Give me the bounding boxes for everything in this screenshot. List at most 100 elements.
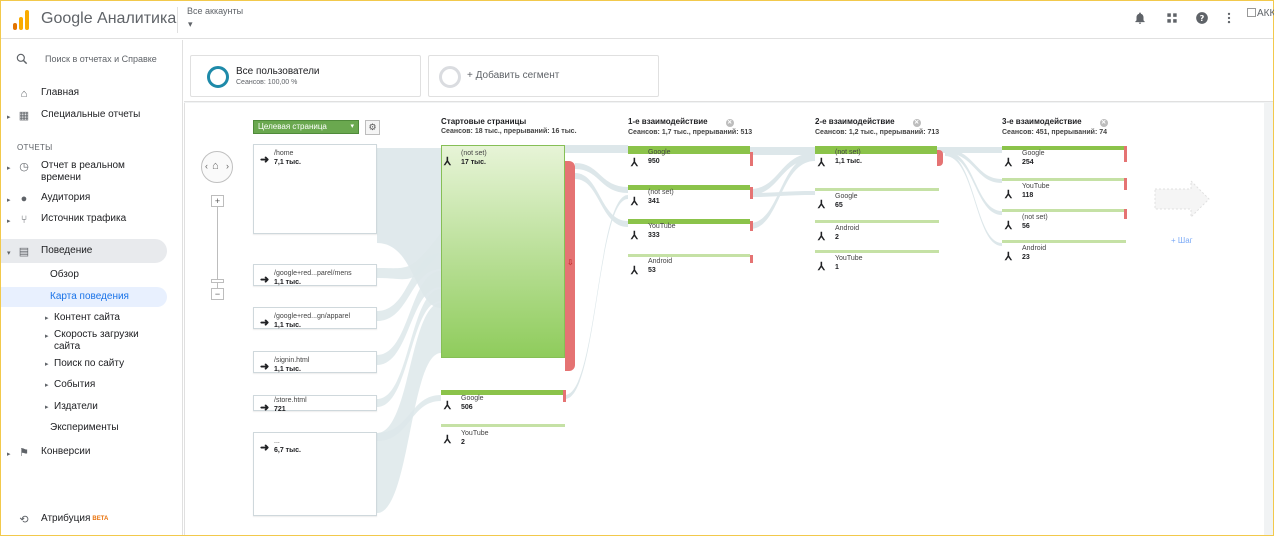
interaction-node[interactable]: ⅄ Google 65 [815, 188, 939, 214]
sidebar-sub-site-content[interactable]: ▸ Контент сайта [45, 312, 120, 323]
account-selector-label[interactable]: Все аккаунты [187, 6, 244, 16]
hierarchy-icon: ⅄ [631, 196, 638, 208]
pan-left-icon[interactable]: ‹ [205, 161, 208, 171]
interaction-node[interactable]: ⅄ Android 23 [1002, 240, 1126, 266]
start-node[interactable]: ⅄ (not set) 17 тыс. [441, 145, 565, 358]
hierarchy-icon: ⅄ [631, 230, 638, 242]
sidebar-sub-publishers[interactable]: ▸ Издатели [45, 401, 98, 412]
zoom-in-button[interactable]: + [211, 195, 224, 207]
drop-off-bar [1124, 209, 1127, 219]
segment-title: Все пользователи [236, 66, 320, 77]
hierarchy-icon: ⅄ [1005, 220, 1012, 232]
person-icon: ● [20, 193, 28, 205]
hierarchy-icon: ⅄ [631, 265, 638, 277]
sidebar-sub-site-speed[interactable]: ▸ Скорость загрузки сайта [45, 329, 139, 352]
dimension-select[interactable]: Целевая страница ▾ [253, 120, 359, 134]
more-vert-icon[interactable] [1221, 11, 1237, 27]
drop-off-bar[interactable] [565, 161, 575, 371]
close-icon[interactable]: ✕ [1099, 119, 1108, 127]
zoom-handle[interactable] [211, 279, 224, 283]
interaction-node[interactable]: ⅄ Android 2 [815, 220, 939, 246]
landing-page-node[interactable]: ➜ /home 7,1 тыс. [253, 144, 377, 234]
behavior-flow-canvas[interactable]: Целевая страница ▾ ⚙ ‹ ⌂ › + − Стартовые … [184, 103, 1264, 535]
gear-icon[interactable]: ⚙ [365, 120, 380, 135]
interaction-node[interactable]: ⅄ Google 254 [1002, 146, 1127, 172]
apps-grid-icon[interactable] [1164, 11, 1180, 27]
segment-ring-icon [207, 66, 229, 88]
drop-off-bar [750, 255, 753, 263]
flag-icon: ⚑ [19, 447, 29, 459]
landing-page-node[interactable]: ➜ ... 6,7 тыс. [253, 432, 377, 516]
interaction-node[interactable]: ⅄ (not set) 1,1 тыс. [815, 146, 943, 172]
interaction-node[interactable]: ⅄ YouTube 1 [815, 250, 939, 276]
node-bar [815, 250, 939, 253]
column-header-step1: 1-е взаимодействие ✕ Сеансов: 1,7 тыс., п… [628, 117, 753, 136]
start-node[interactable]: ⅄ Google 506 [441, 390, 566, 420]
behavior-icon: ▤ [18, 246, 30, 258]
drop-off-bar [1124, 178, 1127, 190]
beta-badge: BETA [92, 516, 109, 522]
node-bar [628, 146, 750, 154]
interaction-node[interactable]: ⅄ Google 950 [628, 146, 753, 172]
hierarchy-icon: ⅄ [818, 261, 825, 273]
add-step-button[interactable]: + Шаг [1171, 236, 1193, 245]
attribution-icon: ⟲ [19, 514, 29, 526]
drop-off-bar [750, 221, 753, 231]
interaction-node[interactable]: ⅄ (not set) 341 [628, 185, 753, 211]
analytics-logo-icon[interactable] [13, 10, 31, 30]
expand-arrow-icon: ▸ [7, 165, 11, 172]
start-node-bar [441, 145, 565, 358]
sidebar: Поиск в отчетах и Справке ⌂ Главная ▸ ▦ … [1, 40, 183, 535]
landing-page-node[interactable]: ➜ /signin.html 1,1 тыс. [253, 351, 377, 373]
expand-arrow-icon: ▸ [7, 197, 11, 204]
sidebar-sub-behavior-flow[interactable]: Карта поведения [50, 291, 129, 302]
add-segment-button[interactable]: + Добавить сегмент [428, 55, 659, 97]
sidebar-sub-experiments[interactable]: Эксперименты [50, 422, 119, 433]
pan-right-icon[interactable]: › [226, 161, 229, 171]
hierarchy-icon: ⅄ [444, 400, 451, 412]
segment-all-users[interactable]: Все пользователи Сеансов: 100,00 % [190, 55, 421, 97]
close-icon[interactable]: ✕ [912, 119, 921, 127]
sidebar-active-sub [1, 287, 167, 307]
hierarchy-icon: ⅄ [1005, 189, 1012, 201]
drop-off-bar [1124, 146, 1127, 162]
sidebar-search[interactable]: Поиск в отчетах и Справке [1, 47, 183, 73]
node-bar [815, 146, 937, 154]
interaction-node[interactable]: ⅄ Android 53 [628, 254, 753, 280]
landing-page-node[interactable]: ➜ /store.html 721 [253, 395, 377, 414]
node-bar [1002, 209, 1126, 212]
interaction-node[interactable]: ⅄ YouTube 333 [628, 219, 753, 245]
account-selector-caret[interactable]: ▾ [188, 19, 193, 29]
interaction-node[interactable]: ⅄ (not set) 56 [1002, 209, 1127, 235]
expand-arrow-icon: ▸ [45, 361, 49, 368]
expand-arrow-icon: ▸ [7, 218, 11, 225]
help-icon[interactable]: ? [1194, 11, 1210, 27]
clock-icon: ◷ [19, 161, 29, 173]
home-icon[interactable]: ⌂ [212, 160, 219, 172]
sidebar-sub-site-search[interactable]: ▸ Поиск по сайту [45, 358, 125, 369]
sidebar-sub-events[interactable]: ▸ События [45, 379, 96, 390]
node-bar [628, 185, 750, 190]
entrance-arrow-icon: ➜ [260, 402, 270, 414]
bell-icon[interactable] [1132, 11, 1148, 27]
close-icon[interactable]: ✕ [725, 119, 734, 127]
entrance-arrow-icon: ➜ [260, 361, 270, 373]
next-step-arrow-icon[interactable] [1153, 179, 1213, 219]
landing-page-node[interactable]: ➜ /google+red...gn/apparel 1,1 тыс. [253, 307, 377, 329]
app-title[interactable]: Google Аналитика [41, 10, 177, 27]
empty-segment-ring-icon [439, 66, 461, 88]
search-input[interactable]: Поиск в отчетах и Справке [45, 54, 157, 64]
pan-control[interactable]: ‹ ⌂ › [201, 151, 233, 183]
hierarchy-icon: ⅄ [1005, 251, 1012, 263]
account-avatar[interactable]: АКК [1247, 8, 1274, 19]
expand-arrow-icon: ▸ [7, 451, 11, 458]
sidebar-sub-overview[interactable]: Обзор [50, 269, 79, 280]
hierarchy-icon: ⅄ [818, 157, 825, 169]
interaction-node[interactable]: ⅄ YouTube 118 [1002, 178, 1127, 204]
start-node[interactable]: ⅄ YouTube 2 [441, 424, 565, 452]
entrance-arrow-icon: ➜ [260, 274, 270, 286]
landing-page-node[interactable]: ➜ /google+red...parel/mens 1,1 тыс. [253, 264, 377, 286]
zoom-out-button[interactable]: − [211, 288, 224, 300]
zoom-slider[interactable] [217, 201, 218, 296]
svg-text:?: ? [1200, 13, 1205, 23]
